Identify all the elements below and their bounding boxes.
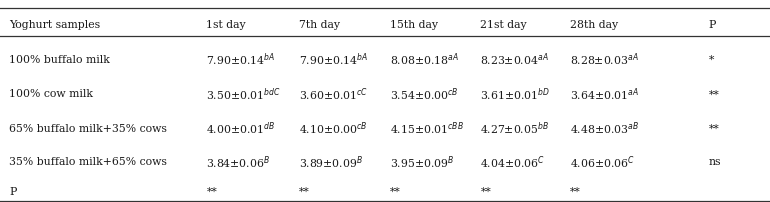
Text: 28th day: 28th day	[570, 20, 618, 30]
Text: 3.50±0.01$^{bdC}$: 3.50±0.01$^{bdC}$	[206, 86, 281, 102]
Text: 21st day: 21st day	[480, 20, 527, 30]
Text: 3.84±0.06$^{B}$: 3.84±0.06$^{B}$	[206, 153, 270, 170]
Text: 8.08±0.18$^{aA}$: 8.08±0.18$^{aA}$	[390, 51, 459, 68]
Text: 4.15±0.01$^{cBB}$: 4.15±0.01$^{cBB}$	[390, 120, 464, 137]
Text: 4.48±0.03$^{aB}$: 4.48±0.03$^{aB}$	[570, 120, 639, 137]
Text: 8.28±0.03$^{aA}$: 8.28±0.03$^{aA}$	[570, 51, 638, 68]
Text: **: **	[480, 186, 491, 196]
Text: 100% buffalo milk: 100% buffalo milk	[9, 55, 110, 65]
Text: 3.95±0.09$^{B}$: 3.95±0.09$^{B}$	[390, 153, 454, 170]
Text: 4.27±0.05$^{bB}$: 4.27±0.05$^{bB}$	[480, 120, 550, 137]
Text: **: **	[708, 89, 719, 99]
Text: 4.10±0.00$^{cB}$: 4.10±0.00$^{cB}$	[299, 120, 367, 137]
Text: 100% cow milk: 100% cow milk	[9, 89, 93, 99]
Text: Yoghurt samples: Yoghurt samples	[9, 20, 100, 30]
Text: P: P	[9, 186, 17, 196]
Text: 3.64±0.01$^{aA}$: 3.64±0.01$^{aA}$	[570, 86, 639, 102]
Text: 8.23±0.04$^{aA}$: 8.23±0.04$^{aA}$	[480, 51, 549, 68]
Text: 15th day: 15th day	[390, 20, 437, 30]
Text: 4.04±0.06$^{C}$: 4.04±0.06$^{C}$	[480, 153, 545, 170]
Text: 4.00±0.01$^{dB}$: 4.00±0.01$^{dB}$	[206, 120, 276, 137]
Text: **: **	[570, 186, 581, 196]
Text: 3.89±0.09$^{B}$: 3.89±0.09$^{B}$	[299, 153, 363, 170]
Text: 7th day: 7th day	[299, 20, 340, 30]
Text: *: *	[708, 55, 714, 65]
Text: P: P	[708, 20, 716, 30]
Text: 65% buffalo milk+35% cows: 65% buffalo milk+35% cows	[9, 123, 167, 133]
Text: 3.54±0.00$^{cB}$: 3.54±0.00$^{cB}$	[390, 86, 458, 102]
Text: 7.90±0.14$^{bA}$: 7.90±0.14$^{bA}$	[299, 51, 368, 68]
Text: ns: ns	[708, 157, 721, 167]
Text: 3.60±0.01$^{cC}$: 3.60±0.01$^{cC}$	[299, 86, 368, 102]
Text: **: **	[390, 186, 400, 196]
Text: **: **	[708, 123, 719, 133]
Text: 3.61±0.01$^{bD}$: 3.61±0.01$^{bD}$	[480, 86, 551, 102]
Text: 1st day: 1st day	[206, 20, 246, 30]
Text: 4.06±0.06$^{C}$: 4.06±0.06$^{C}$	[570, 153, 634, 170]
Text: **: **	[299, 186, 310, 196]
Text: 35% buffalo milk+65% cows: 35% buffalo milk+65% cows	[9, 157, 167, 167]
Text: **: **	[206, 186, 217, 196]
Text: 7.90±0.14$^{bA}$: 7.90±0.14$^{bA}$	[206, 51, 276, 68]
